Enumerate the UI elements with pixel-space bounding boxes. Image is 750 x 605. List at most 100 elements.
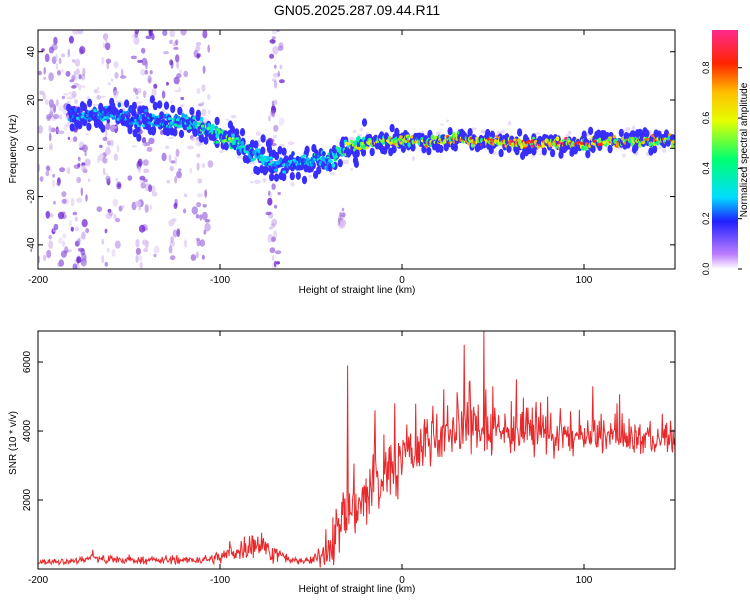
heatmap-marks — [33, 30, 675, 269]
snr-x-tick-label: -100 — [210, 575, 230, 586]
heatmap-speckle — [105, 212, 113, 219]
heatmap-ridge-cell — [131, 110, 136, 116]
heatmap-ridge-cell — [273, 173, 280, 182]
heatmap-speckle — [46, 249, 52, 259]
heatmap-speckle — [62, 233, 67, 239]
heatmap-speckle — [102, 167, 106, 175]
heatmap-speckle — [201, 108, 207, 117]
heatmap-ridge-cell — [652, 145, 658, 154]
colorbar: 0.0 0.2 0.4 0.6 0.8 Normalized spectral ampl… — [701, 30, 750, 275]
heatmap-speckle — [201, 254, 205, 260]
heatmap-ridge-cell — [261, 159, 265, 166]
heatmap-speckle — [106, 137, 110, 143]
heatmap-speckle — [110, 139, 114, 147]
heatmap-speckle — [148, 184, 153, 192]
heatmap-ridge-cell — [131, 101, 137, 111]
figure-title: GN05.2025.287.09.44.R11 — [274, 2, 441, 18]
heatmap-speckle — [76, 197, 83, 204]
heatmap-speckle — [53, 223, 59, 231]
heatmap-ridge-cell — [585, 150, 591, 159]
heatmap-ridge-cell — [223, 142, 229, 151]
heatmap-ridge-cell — [316, 166, 322, 175]
heatmap-ridge-cell — [181, 112, 185, 118]
heatmap-speckle — [169, 39, 173, 45]
heatmap-speckle — [137, 158, 143, 167]
heatmap-ridge-cell — [97, 119, 102, 125]
heatmap-haze — [135, 101, 143, 104]
heatmap-speckle — [60, 68, 65, 73]
heatmap-speckle — [41, 48, 45, 52]
heatmap-speckle — [70, 226, 74, 232]
heatmap-speckle — [196, 193, 204, 198]
heatmap-ridge-cell — [322, 151, 326, 157]
heatmap-speckle — [102, 136, 108, 142]
heatmap-haze — [198, 142, 204, 145]
heatmap-haze — [180, 104, 185, 107]
heatmap-ridge-cell — [602, 141, 607, 145]
heatmap-speckle — [61, 198, 67, 204]
heatmap-ridge-cell — [590, 144, 596, 154]
heatmap-haze — [63, 93, 69, 96]
heatmap-speckle — [196, 162, 200, 171]
heatmap-ridge-cell — [514, 146, 520, 156]
heatmap-ridge-cell — [214, 116, 220, 126]
heatmap-speckle — [111, 248, 116, 257]
heatmap-speckle — [118, 205, 123, 212]
heatmap-speckle — [201, 101, 205, 106]
heatmap-ridge-cell — [159, 111, 165, 120]
heatmap-speckle — [180, 96, 185, 101]
heatmap-speckle — [84, 158, 91, 167]
heatmap-ridge-cell — [147, 121, 151, 125]
heatmap-haze — [359, 127, 364, 132]
heatmap-speckle — [341, 207, 345, 212]
snr-y-label: SNR (10 * v/v) — [8, 411, 19, 475]
heatmap-speckle — [207, 44, 210, 53]
heatmap-ridge-cell — [263, 165, 269, 174]
heatmap-speckle — [166, 81, 169, 86]
heatmap-speckle — [169, 241, 175, 247]
heatmap-speckle — [153, 253, 157, 258]
heatmap-speckle — [196, 153, 201, 158]
heatmap-ridge-cell — [485, 128, 491, 138]
heatmap-haze — [141, 142, 146, 147]
heatmap-speckle — [83, 255, 87, 263]
heatmap-speckle — [33, 155, 38, 158]
heatmap-speckle — [96, 206, 103, 213]
heatmap-speckle — [63, 109, 67, 116]
heatmap-haze — [92, 103, 99, 106]
heatmap-speckle — [269, 39, 276, 44]
heatmap-speckle — [38, 70, 43, 76]
heatmap-speckle — [48, 72, 54, 82]
heatmap-haze — [106, 146, 110, 149]
heatmap-speckle — [269, 247, 276, 254]
heatmap-ridge-cell — [209, 127, 214, 133]
heatmap-y-tick-label: 40 — [26, 46, 37, 58]
snr-y-tick-label: 6000 — [22, 350, 33, 373]
heatmap-speckle — [106, 247, 110, 253]
heatmap-speckle — [96, 95, 101, 100]
heatmap-ridge-cell — [234, 128, 240, 137]
heatmap-ridge-cell — [255, 166, 261, 176]
heatmap-speckle — [174, 156, 178, 165]
heatmap-speckle — [340, 220, 347, 226]
heatmap-x-tick-label: -200 — [28, 275, 48, 286]
heatmap-speckle — [147, 74, 151, 80]
heatmap-speckle — [81, 73, 86, 81]
heatmap-speckle — [58, 130, 65, 134]
heatmap-ridge-cell — [452, 143, 458, 152]
heatmap-haze — [65, 123, 71, 128]
heatmap-speckle — [144, 204, 149, 213]
heatmap-speckle — [55, 63, 59, 70]
heatmap-ridge-cell — [391, 145, 397, 154]
heatmap-speckle — [58, 237, 63, 245]
heatmap-ridge-cell — [194, 120, 198, 126]
heatmap-speckle — [45, 99, 49, 105]
heatmap-speckle — [143, 247, 149, 253]
heatmap-haze — [330, 172, 335, 176]
snr-x-axis: -200 -100 0 100 — [28, 331, 593, 586]
heatmap-ridge-cell — [157, 100, 163, 109]
heatmap-haze — [86, 96, 91, 100]
heatmap-ridge-cell — [608, 136, 612, 140]
heatmap-speckle — [80, 45, 85, 51]
